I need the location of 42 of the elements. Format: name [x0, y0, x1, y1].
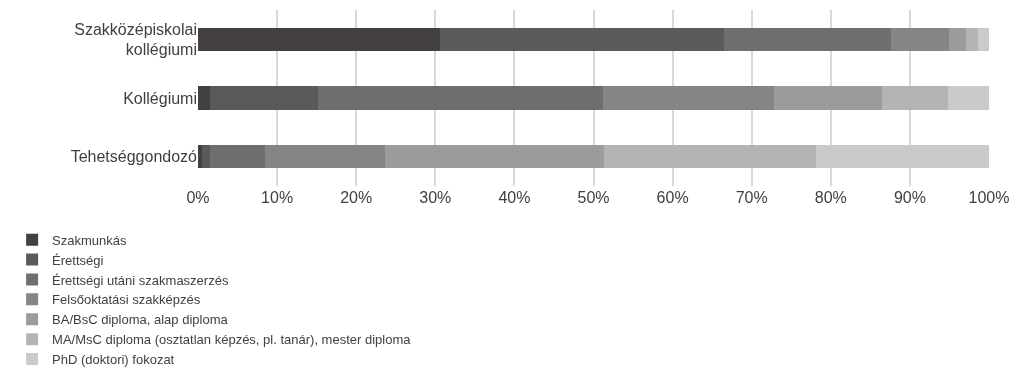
legend-label: MA/MsC diploma (osztatlan képzés, pl. tanár), mester diploma [52, 332, 412, 348]
bar [209, 86, 319, 110]
bar [603, 144, 816, 169]
legend-label: BA/BsC diploma, alap diploma [52, 312, 229, 328]
bar [265, 144, 385, 169]
y-tick-label: Tehetséggondozó [70, 148, 198, 166]
x-tick-label: 50% [577, 189, 610, 206]
x-tick-label: 80% [814, 189, 847, 206]
x-tick-label: 100% [968, 189, 1010, 206]
bar [773, 86, 883, 110]
x-tick-label: 90% [893, 189, 926, 206]
legend-label: Érettségi [52, 252, 104, 268]
bar [209, 144, 266, 169]
bar [384, 144, 604, 169]
x-tick-label: 70% [735, 189, 768, 206]
x-tick-label: 0% [186, 189, 210, 206]
bar [201, 144, 210, 169]
bar [440, 27, 725, 52]
bar [815, 144, 989, 169]
x-tick-label: 30% [419, 189, 452, 206]
bar [602, 86, 774, 110]
legend-label: Érettségi utáni szakmaszerzés [52, 272, 229, 288]
x-tick-label: 10% [261, 189, 294, 206]
bar [948, 27, 967, 52]
y-tick-label: Kollégiumi [123, 89, 197, 107]
bar [947, 86, 989, 110]
y-tick-label: Szakközépiskolai kollégiumi [74, 20, 197, 59]
bar [198, 27, 441, 52]
legend-label: Felsőoktatási szakképzés [52, 292, 201, 308]
legend-label: Szakmunkás [52, 232, 128, 248]
x-tick-label: 20% [340, 189, 373, 206]
bar [890, 27, 949, 52]
bar [966, 27, 978, 52]
x-tick-label: 60% [656, 189, 689, 206]
bar [318, 86, 603, 110]
bar [882, 86, 948, 110]
legend-label: PhD (doktori) fokozat [52, 352, 175, 368]
bar [198, 86, 210, 110]
bar [724, 27, 891, 52]
x-tick-label: 40% [498, 189, 531, 206]
bar [977, 27, 989, 52]
bar [198, 144, 202, 169]
